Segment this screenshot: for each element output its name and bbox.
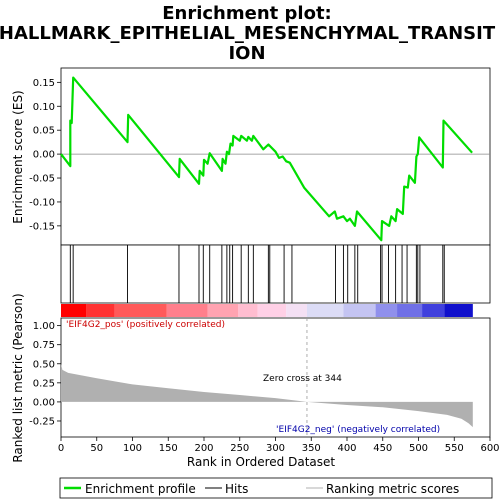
legend-enrichment-label: Enrichment profile bbox=[85, 482, 196, 496]
chart-title-line-2: HALLMARK_EPITHELIAL_MESENCHYMAL_TRANSIT bbox=[0, 23, 496, 44]
x-tick-label: 100 bbox=[123, 443, 142, 454]
x-tick-label: 0 bbox=[58, 443, 64, 454]
x-tick-label: 250 bbox=[230, 443, 249, 454]
es-y-tick-label: -0.15 bbox=[29, 221, 55, 232]
x-tick-label: 600 bbox=[480, 443, 499, 454]
negative-correlation-label: 'EIF4G2_neg' (negatively correlated) bbox=[276, 425, 440, 435]
rank-color-band-segment bbox=[306, 304, 344, 317]
ranking-y-tick-label: 0.75 bbox=[33, 340, 55, 351]
legend-box bbox=[59, 477, 493, 499]
x-tick-label: 150 bbox=[159, 443, 178, 454]
es-y-tick-label: -0.05 bbox=[29, 174, 55, 185]
rank-color-band-segment bbox=[166, 304, 208, 317]
chart-title-line-3: ION bbox=[228, 43, 265, 64]
es-y-tick-label: -0.10 bbox=[29, 197, 55, 208]
rank-color-band-segment bbox=[86, 304, 115, 317]
rank-color-band-segment bbox=[444, 304, 473, 317]
ranking-plot-frame bbox=[60, 317, 491, 438]
x-tick-label: 200 bbox=[194, 443, 213, 454]
rank-color-band-segment bbox=[375, 304, 398, 317]
legend-hits-label: Hits bbox=[225, 482, 248, 496]
es-plot-frame bbox=[60, 67, 491, 246]
es-panel: 0.15 0.10 0.05 0.00 -0.05 -0.10 -0.15 bbox=[29, 67, 491, 246]
hits-plot-frame bbox=[60, 244, 491, 304]
rank-color-band-segment bbox=[257, 304, 287, 317]
ranking-y-tick-label: 1.00 bbox=[33, 321, 55, 332]
x-axis-label: Rank in Ordered Dataset bbox=[187, 455, 335, 469]
legend-ranking-label: Ranking metric scores bbox=[326, 482, 459, 496]
es-y-tick-label: 0.10 bbox=[33, 102, 55, 113]
hits-panel bbox=[60, 244, 491, 317]
es-y-tick-label: 0.15 bbox=[33, 78, 55, 89]
x-tick-label: 550 bbox=[445, 443, 464, 454]
rank-color-band-segment bbox=[286, 304, 307, 317]
rank-color-band-segment bbox=[114, 304, 167, 317]
ranking-y-tick-label: 0.00 bbox=[33, 397, 55, 408]
es-y-tick-label: 0.05 bbox=[33, 126, 55, 137]
x-axis: 0 50 100 150 200 250 300 350 400 450 500 550 600 bbox=[58, 437, 500, 454]
ranking-y-axis-label: Ranked list metric (Pearson) bbox=[11, 293, 25, 462]
rank-color-band-segment bbox=[343, 304, 376, 317]
ranking-metric-area bbox=[61, 363, 473, 428]
rank-color-band-segment bbox=[397, 304, 423, 317]
ranking-metric-panel: 1.00 0.75 0.50 0.25 0.00 -0.25 bbox=[29, 317, 491, 438]
zero-cross-label: Zero cross at 344 bbox=[263, 374, 342, 384]
enrichment-profile-line bbox=[60, 76, 473, 242]
legend: Enrichment profile Hits Ranking metric s… bbox=[59, 477, 493, 499]
x-tick-label: 450 bbox=[373, 443, 392, 454]
ranking-y-tick-label: -0.25 bbox=[29, 416, 55, 427]
x-tick-label: 50 bbox=[90, 443, 103, 454]
es-y-tick-label: 0.00 bbox=[33, 150, 55, 161]
rank-color-band-segment bbox=[207, 304, 239, 317]
ranking-y-tick-label: 0.50 bbox=[33, 359, 55, 370]
x-tick-label: 350 bbox=[302, 443, 321, 454]
x-tick-label: 400 bbox=[337, 443, 356, 454]
positive-correlation-label: 'EIF4G2_pos' (positively correlated) bbox=[66, 320, 225, 330]
x-tick-label: 500 bbox=[409, 443, 428, 454]
chart-title-line-1: Enrichment plot: bbox=[162, 3, 332, 24]
es-y-axis-label: Enrichment score (ES) bbox=[11, 90, 25, 223]
ranking-y-tick-label: 0.25 bbox=[33, 378, 55, 389]
rank-color-band-segment bbox=[238, 304, 258, 317]
x-tick-label: 300 bbox=[266, 443, 285, 454]
rank-color-band-segment bbox=[61, 304, 87, 317]
rank-color-band-segment bbox=[422, 304, 445, 317]
